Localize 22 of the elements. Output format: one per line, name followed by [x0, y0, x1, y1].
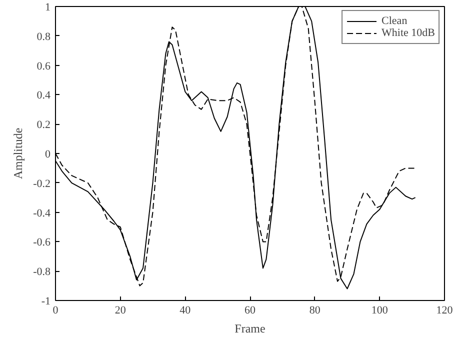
x-tick-label: 0	[52, 304, 59, 316]
x-tick-label: 120	[436, 304, 454, 316]
x-axis-title: Frame	[234, 322, 266, 336]
legend-label: White 10dB	[382, 27, 435, 39]
y-tick-label: 0.6	[36, 60, 51, 72]
y-tick-label: -1	[41, 296, 51, 308]
y-tick-label: 0.8	[36, 30, 51, 43]
y-axis-title: Amplitude	[11, 128, 26, 180]
x-tick-label: 20	[114, 304, 126, 316]
y-tick-label: 1	[45, 2, 50, 14]
y-tick-label: 0.2	[36, 119, 50, 132]
y-tick-label: 0.4	[36, 90, 51, 102]
y-tick-label: -0.2	[33, 178, 51, 190]
x-tick-label: 80	[309, 304, 321, 316]
y-tick-label: -0.6	[33, 236, 51, 249]
x-tick-label: 60	[244, 304, 256, 316]
y-tick-label: -0.4	[33, 207, 51, 220]
x-tick-label: 100	[371, 304, 388, 316]
y-tick-label: -0.8	[33, 266, 51, 278]
x-tick-label: 40	[180, 304, 192, 316]
legend-label: Clean	[382, 15, 408, 27]
y-tick-label: 0	[45, 148, 51, 160]
